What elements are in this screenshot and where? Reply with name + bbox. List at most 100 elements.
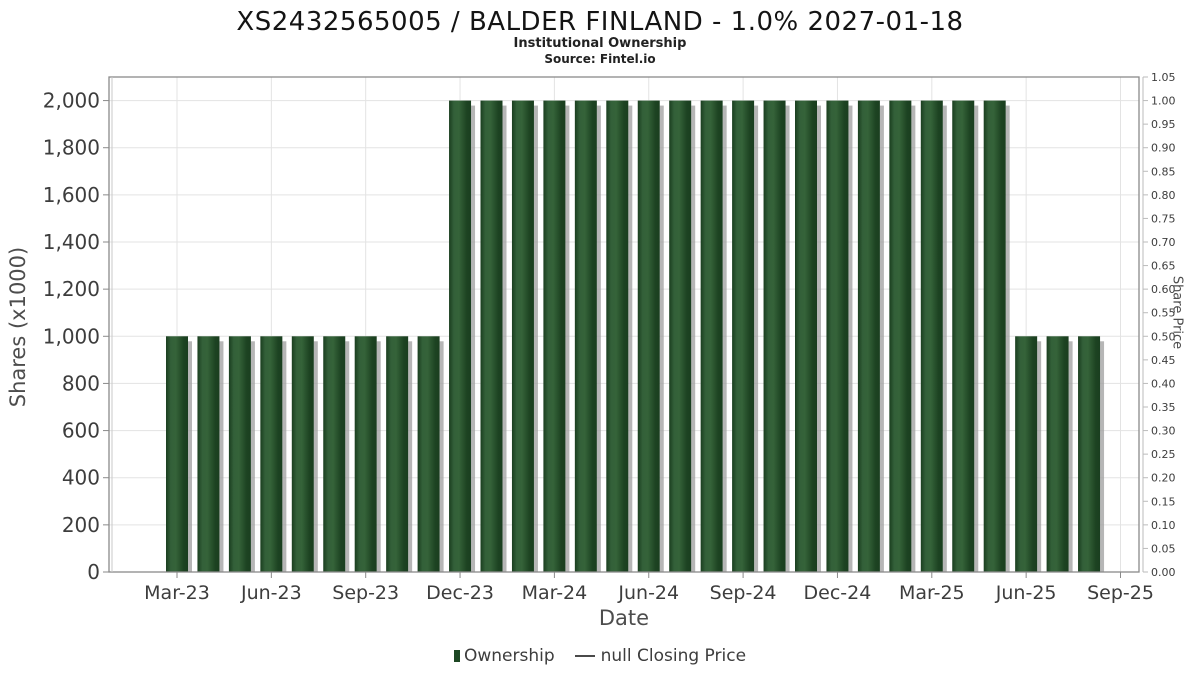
bar-Feb-25[interactable] xyxy=(889,100,912,573)
bar-Sep-23[interactable] xyxy=(354,336,377,572)
bar-Dec-24[interactable] xyxy=(826,100,849,573)
bar-shadow xyxy=(471,105,476,573)
x-tick-label: Sep-23 xyxy=(332,582,399,604)
chart-source: Source: Fintel.io xyxy=(544,52,656,66)
bar-Jan-24[interactable] xyxy=(480,100,503,573)
bar-Oct-24[interactable] xyxy=(763,100,786,573)
bar-May-24[interactable] xyxy=(606,100,629,573)
bar-May-25[interactable] xyxy=(983,100,1006,573)
bar-Sep-24[interactable] xyxy=(732,100,755,573)
bar-Aug-23[interactable] xyxy=(323,336,346,572)
bar-shadow xyxy=(879,105,884,573)
left-tick-label: 1,600 xyxy=(43,183,100,207)
bar-shadow xyxy=(502,105,507,573)
left-axis-title: Shares (x1000) xyxy=(6,246,30,408)
legend-item-ownership[interactable]: Ownership xyxy=(453,646,555,666)
bar-shadow xyxy=(282,341,287,572)
x-tick-label: Jun-24 xyxy=(617,582,679,604)
right-tick-label: 0.95 xyxy=(1151,118,1176,131)
bar-shadow xyxy=(596,105,601,573)
x-tick-label: Jun-23 xyxy=(240,582,302,604)
bar-shadow xyxy=(628,105,633,573)
bar-shadow xyxy=(376,341,381,572)
bar-shadow xyxy=(1005,105,1010,573)
ownership-swatch-icon xyxy=(453,650,460,662)
chart-title: XS2432565005 / BALDER FINLAND - 1.0% 202… xyxy=(236,7,964,37)
bar-shadow xyxy=(439,341,444,572)
bar-Jul-25[interactable] xyxy=(1046,336,1069,572)
bar-shadow xyxy=(848,105,853,573)
bar-shadow xyxy=(974,105,979,573)
right-tick-label: 0.85 xyxy=(1151,165,1176,178)
left-tick-label: 0 xyxy=(87,560,100,584)
bar-Dec-23[interactable] xyxy=(449,100,472,573)
bar-Mar-25[interactable] xyxy=(920,100,943,573)
bar-Jun-24[interactable] xyxy=(637,100,660,573)
bar-shadow xyxy=(691,105,696,573)
bar-shadow xyxy=(659,105,664,573)
bar-May-23[interactable] xyxy=(228,336,251,572)
bar-Aug-24[interactable] xyxy=(700,100,723,573)
left-tick-label: 2,000 xyxy=(43,89,100,113)
chart-subtitle: Institutional Ownership xyxy=(513,36,687,51)
bar-shadow xyxy=(1037,341,1042,572)
bar-Aug-25[interactable] xyxy=(1078,336,1101,572)
bar-Oct-23[interactable] xyxy=(386,336,409,572)
left-tick-label: 1,800 xyxy=(43,136,100,160)
bar-Feb-24[interactable] xyxy=(511,100,534,573)
right-tick-label: 0.70 xyxy=(1151,236,1176,249)
bar-Mar-23[interactable] xyxy=(166,336,188,572)
plot-border xyxy=(108,76,1140,573)
bar-Jul-23[interactable] xyxy=(291,336,314,572)
right-tick-label: 0.45 xyxy=(1151,354,1176,367)
right-tick-label: 0.40 xyxy=(1151,377,1176,390)
line-dash-icon xyxy=(574,655,595,657)
left-tick-label: 200 xyxy=(62,513,100,537)
x-tick-label: Dec-24 xyxy=(804,582,872,604)
right-tick-label: 1.05 xyxy=(1151,71,1176,84)
x-tick-label: Sep-25 xyxy=(1087,582,1154,604)
bar-shadow xyxy=(1100,341,1105,572)
legend-item-closing-price[interactable]: null Closing Price xyxy=(561,646,746,666)
bar-shadow xyxy=(1068,341,1073,572)
right-tick-label: 0.90 xyxy=(1151,142,1176,155)
bar-shadow xyxy=(188,341,192,572)
legend-ownership-label: Ownership xyxy=(463,646,555,666)
bar-Jul-24[interactable] xyxy=(669,100,692,573)
bar-Jun-25[interactable] xyxy=(1015,336,1038,572)
bar-Jun-23[interactable] xyxy=(260,336,283,572)
bar-shadow xyxy=(785,105,790,573)
bar-shadow xyxy=(533,105,538,573)
bar-shadow xyxy=(250,341,255,572)
left-tick-label: 400 xyxy=(62,466,100,490)
right-tick-label: 0.55 xyxy=(1151,307,1176,320)
x-tick-label: Mar-23 xyxy=(144,582,210,604)
bar-Jan-25[interactable] xyxy=(857,100,880,573)
bar-shadow xyxy=(313,341,318,572)
legend: Ownership null Closing Price xyxy=(0,646,1200,666)
bar-shadow xyxy=(754,105,759,573)
x-tick-label: Mar-25 xyxy=(899,582,965,604)
bar-shadow xyxy=(911,105,916,573)
bar-shadow xyxy=(219,341,224,572)
bar-Mar-24[interactable] xyxy=(543,100,566,573)
left-tick-label: 800 xyxy=(62,371,100,395)
x-tick-label: Mar-24 xyxy=(522,582,588,604)
bar-shadow xyxy=(942,105,947,573)
right-tick-label: 0.20 xyxy=(1151,472,1176,485)
bar-shadow xyxy=(722,105,727,573)
right-tick-label: 0.30 xyxy=(1151,425,1176,438)
right-tick-label: 0.60 xyxy=(1151,283,1176,296)
bar-shadow xyxy=(345,341,350,572)
right-tick-label: 0.50 xyxy=(1151,330,1176,343)
bar-Apr-25[interactable] xyxy=(952,100,975,573)
bar-Apr-23[interactable] xyxy=(197,336,220,572)
right-tick-label: 0.10 xyxy=(1151,519,1176,532)
right-tick-label: 0.00 xyxy=(1151,566,1176,579)
x-tick-label: Jun-25 xyxy=(995,582,1057,604)
bar-Nov-24[interactable] xyxy=(795,100,817,573)
right-tick-label: 0.15 xyxy=(1151,495,1176,508)
bar-Nov-23[interactable] xyxy=(417,336,440,572)
bar-Apr-24[interactable] xyxy=(574,100,597,573)
